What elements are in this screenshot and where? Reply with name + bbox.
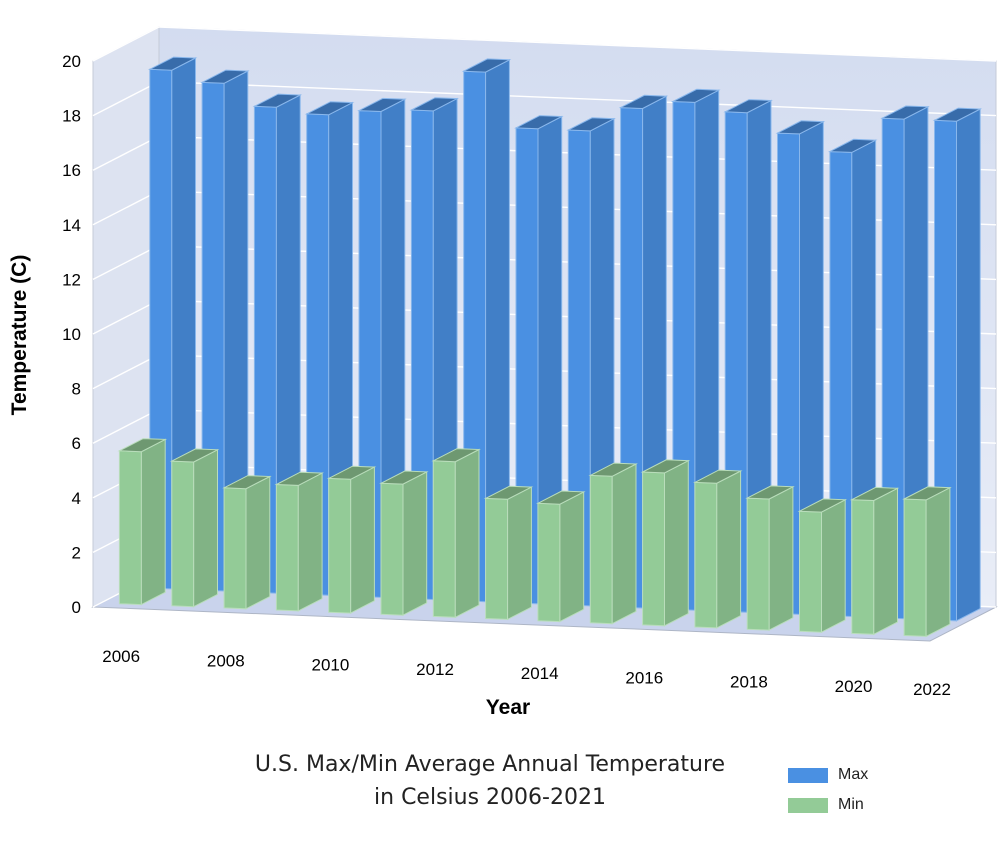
x-tick-label: 2006	[102, 647, 140, 666]
y-tick-label: 14	[62, 216, 81, 235]
x-axis-title: Year	[486, 696, 530, 719]
legend-swatch-max	[788, 767, 828, 783]
y-tick-label: 20	[62, 52, 81, 71]
bar-max-2008	[252, 93, 303, 595]
y-tick-label: 0	[72, 598, 81, 617]
bar-min-2013	[483, 485, 534, 621]
x-tick-label: 2014	[521, 664, 559, 683]
bar-min-2007	[169, 448, 220, 608]
legend: Max Min	[788, 760, 868, 820]
chart-title: U.S. Max/Min Average Annual Temperature	[254, 752, 726, 777]
x-tick-label: 2012	[416, 660, 454, 679]
bar-min-2018	[745, 485, 795, 631]
x-axis-ticks: 2006 2008 2010 2012 2014 2016 2018 2020 2022	[102, 647, 951, 699]
bar-min-2015	[588, 462, 638, 625]
legend-item-max: Max	[788, 760, 868, 790]
x-tick-label: 2008	[207, 651, 245, 670]
bar-min-2019	[797, 498, 848, 634]
bar-min-2008	[222, 475, 272, 610]
x-tick-label: 2016	[625, 668, 663, 687]
bar-min-2012	[431, 448, 481, 619]
x-tick-label: 2020	[835, 677, 873, 696]
y-tick-label: 10	[62, 325, 81, 344]
bar-min-2011	[379, 470, 429, 617]
gridline	[92, 26, 997, 62]
legend-swatch-min	[788, 797, 828, 813]
chart-caption: U.S. Max/Min Average Annual Temperature …	[200, 748, 780, 814]
bar-min-2009	[274, 471, 325, 612]
legend-label-max: Max	[838, 766, 869, 783]
bar-max-2017	[723, 99, 773, 614]
y-tick-label: 18	[62, 107, 81, 126]
legend-item-min: Min	[788, 790, 868, 820]
y-tick-label: 8	[72, 380, 81, 399]
y-tick-label: 12	[62, 270, 81, 289]
x-tick-label: 2010	[311, 656, 349, 675]
legend-label-min: Min	[838, 796, 864, 813]
y-axis-ticks: 0 2 4 6 8 10 12 14 16 18 20	[62, 52, 81, 617]
bar-min-2006	[117, 438, 168, 606]
chart-subtitle: in Celsius 2006-2021	[374, 785, 606, 810]
x-tick-label: 2018	[730, 673, 768, 692]
y-axis-title: Temperature (C)	[8, 255, 31, 416]
bar-max-2013	[514, 115, 564, 605]
bar-min-2017	[692, 469, 743, 629]
bar-min-2014	[535, 490, 586, 623]
y-tick-label: 2	[72, 543, 81, 562]
y-tick-label: 6	[72, 434, 81, 453]
y-tick-label: 4	[72, 489, 81, 508]
bar-min-2010	[326, 465, 377, 614]
bars	[117, 56, 983, 638]
x-tick-label: 2022	[913, 680, 951, 699]
gridline	[92, 80, 997, 117]
bar-min-2021	[902, 486, 952, 638]
bar-min-2016	[640, 459, 691, 627]
y-tick-label: 16	[62, 161, 81, 180]
bar-min-2020	[849, 486, 900, 636]
